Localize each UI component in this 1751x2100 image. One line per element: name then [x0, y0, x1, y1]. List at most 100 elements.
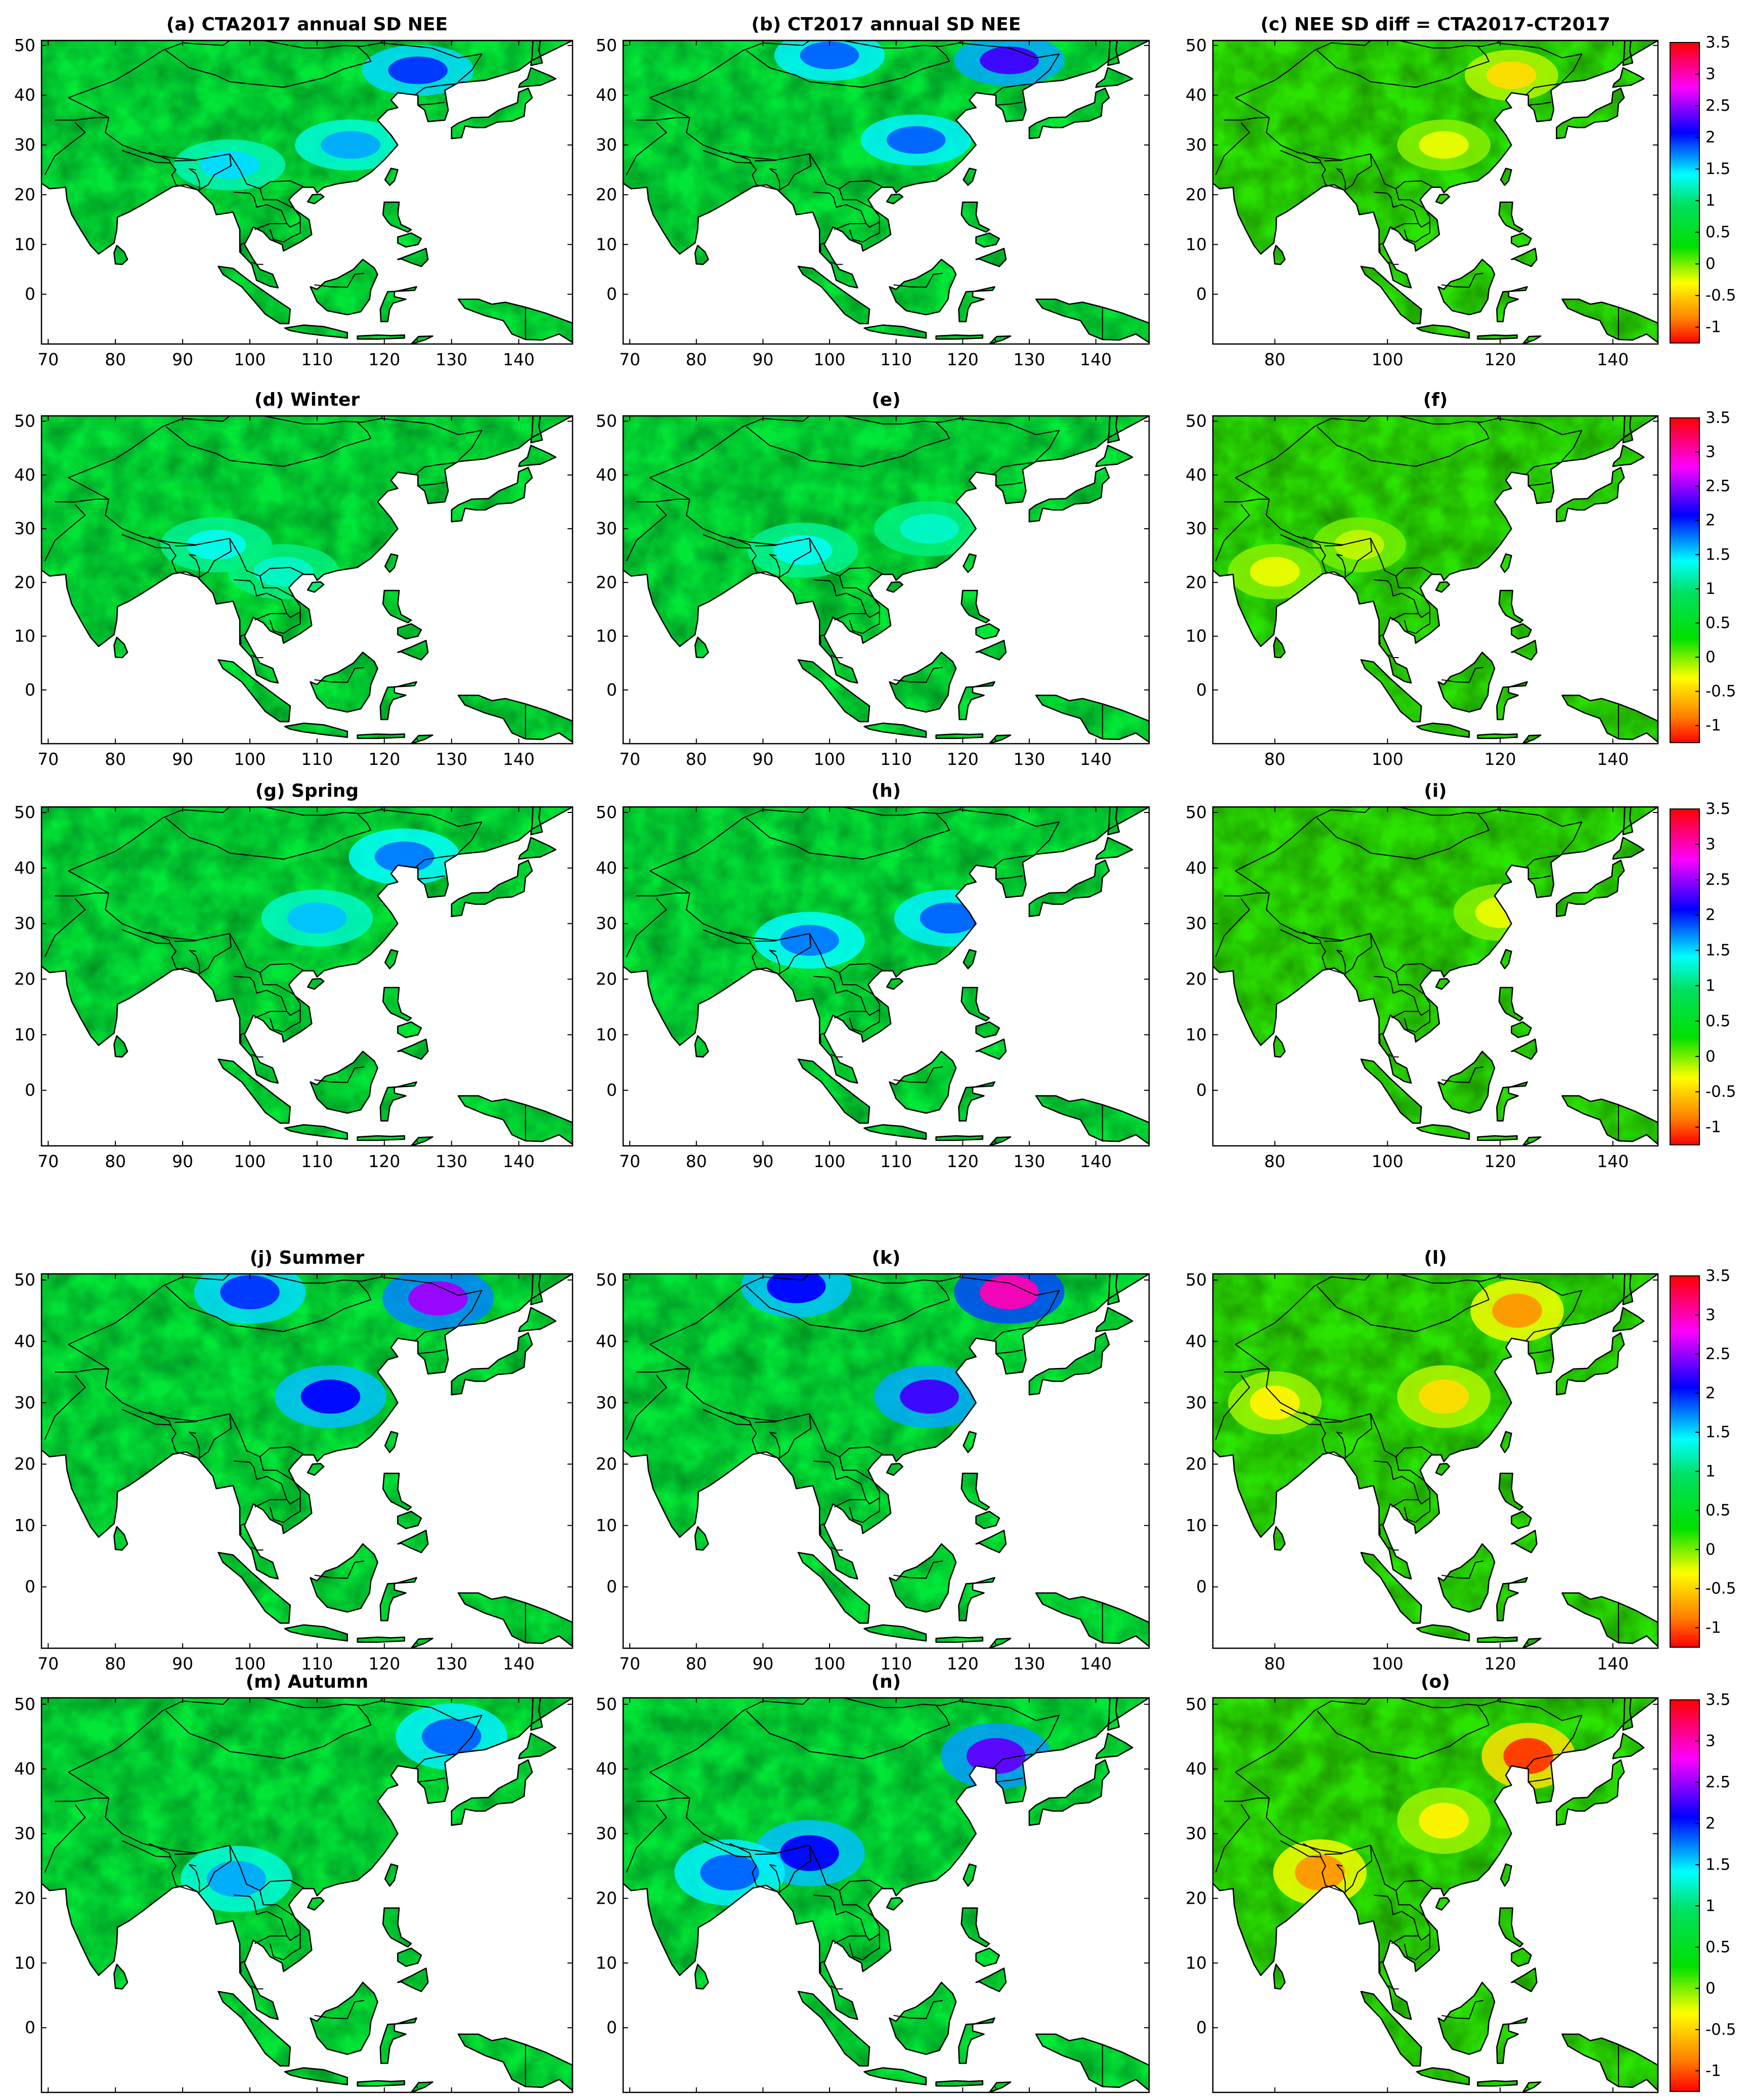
coast-flores — [935, 334, 984, 340]
x-tick-label: 70 — [37, 1151, 59, 1171]
coast-newguinea — [457, 1592, 573, 1647]
border-line — [44, 122, 86, 176]
x-tick-label: 130 — [1014, 749, 1045, 769]
border-line — [1388, 654, 1399, 658]
border-line — [165, 813, 372, 860]
coast-taiwan — [384, 1863, 399, 1887]
border-line — [199, 1413, 232, 1459]
coast-flores — [357, 733, 406, 739]
border-line — [1528, 102, 1551, 106]
coast-mindanao — [397, 247, 429, 267]
coast-hainan — [307, 581, 325, 593]
border-line — [1320, 1424, 1346, 1460]
colorbar-tick-label: 3 — [1705, 835, 1716, 853]
border-line — [381, 1700, 483, 1752]
x-tick-label: 120 — [1484, 1654, 1516, 1674]
coast-timor — [410, 2081, 433, 2092]
border-line — [416, 1140, 419, 1143]
border-line — [849, 1497, 880, 1523]
coast-borneo — [1437, 259, 1496, 316]
field-l — [1213, 1274, 1658, 1648]
x-tick-label: 130 — [435, 2098, 467, 2100]
border-line — [174, 160, 196, 161]
border-line — [414, 854, 455, 869]
y-tick-label: 10 — [1186, 1024, 1207, 1044]
coast-mainland — [623, 807, 1149, 1084]
border-line — [234, 1895, 288, 1944]
border-line — [649, 1274, 962, 1345]
border-line — [169, 942, 200, 975]
border-line — [414, 83, 455, 96]
border-line — [1280, 929, 1322, 945]
border-line — [1224, 117, 1270, 121]
coastlines-f — [1213, 416, 1658, 744]
hotspot — [1419, 1803, 1469, 1839]
coast-luzon — [382, 201, 412, 233]
coastlines-i — [1213, 807, 1658, 1146]
coast-timor — [988, 1638, 1012, 1648]
border-line — [1497, 42, 1583, 82]
border-line — [839, 972, 880, 1016]
y-tick-label: 30 — [1186, 1824, 1207, 1844]
colorbar-tick-label: 0 — [1705, 255, 1716, 273]
border-line — [1374, 1895, 1419, 1944]
x-tick-label: 140 — [1080, 2098, 1112, 2100]
border-line — [1525, 1753, 1560, 1770]
coast-flores — [357, 334, 406, 340]
coast-mainland — [41, 1274, 573, 1580]
border-line — [1441, 1560, 1483, 1579]
coast-sakhalin — [530, 40, 543, 66]
border-line — [169, 1856, 200, 1893]
border-line — [755, 545, 776, 547]
y-tick-label: 10 — [596, 1953, 617, 1973]
border-line — [839, 576, 880, 618]
x-tick-label: 70 — [619, 1654, 640, 1674]
coast-borneo — [1437, 1543, 1496, 1613]
panel-title-i: (i) — [1424, 781, 1447, 801]
border-line — [381, 1276, 483, 1325]
coast-borneo — [889, 1543, 957, 1613]
x-tick-label: 140 — [1597, 2098, 1629, 2100]
border-line — [1215, 1375, 1250, 1440]
y-tick-label: 30 — [1186, 519, 1207, 538]
border-line — [416, 738, 419, 741]
border-line — [1215, 504, 1250, 562]
coast-japan — [451, 860, 533, 917]
y-tick-label: 20 — [1186, 572, 1207, 592]
coastlines-j — [41, 1274, 573, 1648]
x-tick-label: 80 — [686, 2098, 707, 2100]
field-m — [41, 1698, 573, 2092]
colorbar-tick-label: 1.5 — [1705, 941, 1730, 960]
y-tick-label: 50 — [596, 1270, 617, 1290]
border-line — [1404, 612, 1430, 634]
coast-visayas — [1511, 1021, 1532, 1039]
border-line — [68, 477, 304, 577]
coast-borneo — [889, 1982, 957, 2055]
border-line — [122, 929, 171, 945]
border-line — [414, 1326, 455, 1342]
border-line — [416, 2085, 419, 2089]
coast-flores — [935, 1135, 984, 1141]
coast-borneo — [310, 1982, 378, 2055]
border-line — [1224, 1368, 1270, 1373]
border-line — [1388, 261, 1399, 265]
border-line — [992, 854, 1033, 869]
coast-japan — [1028, 1759, 1110, 1826]
border-line — [259, 972, 301, 1016]
coast-java — [863, 324, 927, 339]
field-texture — [41, 1274, 573, 1648]
hotspot — [800, 41, 859, 69]
coast-japan — [1556, 1332, 1625, 1396]
border-line — [1320, 942, 1346, 975]
hotspot — [1419, 131, 1469, 159]
coast-luzon — [1498, 1473, 1523, 1511]
coast-timor — [410, 1136, 433, 1146]
x-tick-label: 70 — [619, 749, 640, 769]
y-tick-label: 40 — [1186, 1759, 1207, 1779]
y-tick-label: 50 — [14, 35, 35, 55]
y-tick-label: 50 — [596, 802, 617, 822]
colorbar-tick-label: 1.5 — [1705, 545, 1730, 564]
coastlines-g — [41, 807, 573, 1146]
